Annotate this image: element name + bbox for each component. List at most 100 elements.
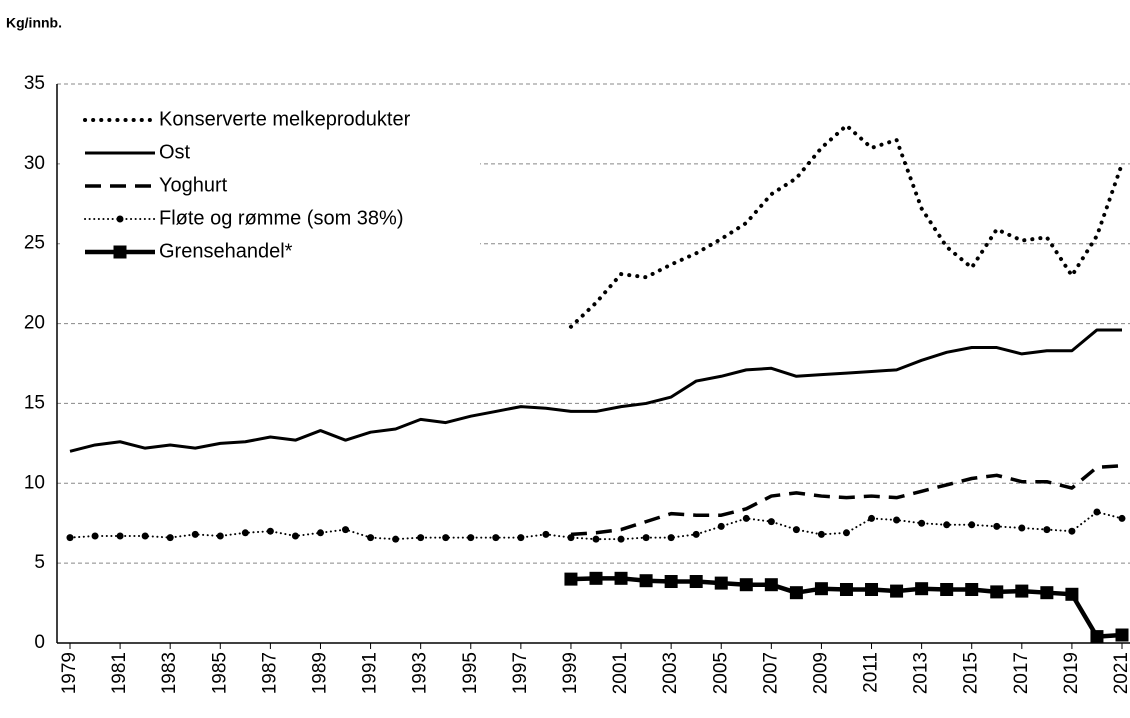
marker — [639, 574, 653, 588]
marker — [316, 529, 324, 537]
marker — [792, 526, 800, 534]
legend-label: Yoghurt — [159, 174, 228, 196]
marker — [839, 582, 853, 596]
marker — [890, 584, 904, 598]
marker — [667, 534, 675, 542]
marker — [689, 575, 703, 589]
marker — [1115, 628, 1129, 642]
marker — [141, 532, 149, 540]
x-tick-label: 1987 — [259, 652, 280, 694]
x-tick-label: 2019 — [1061, 652, 1082, 694]
marker — [965, 582, 979, 596]
marker — [191, 530, 199, 538]
y-tick-label: 15 — [24, 392, 45, 413]
y-tick-label: 0 — [34, 632, 45, 653]
marker — [943, 521, 951, 529]
marker — [342, 526, 350, 534]
x-tick-label: 2013 — [911, 652, 932, 694]
marker — [817, 530, 825, 538]
marker — [1018, 524, 1026, 532]
x-tick-label: 1991 — [360, 652, 381, 694]
marker — [717, 522, 725, 530]
marker — [918, 519, 926, 527]
x-tick-label: 1983 — [159, 652, 180, 694]
legend-item: Konserverte melkeprodukter — [83, 108, 411, 130]
marker — [714, 576, 728, 590]
x-tick-label: 2021 — [1111, 652, 1130, 694]
legend-label: Fløte og rømme (som 38%) — [159, 207, 403, 229]
marker — [642, 534, 650, 542]
marker — [564, 572, 578, 586]
legend-label: Ost — [159, 141, 191, 163]
marker — [291, 532, 299, 540]
legend-item: Yoghurt — [85, 174, 228, 196]
x-tick-label: 2003 — [660, 652, 681, 694]
x-tick-label: 1999 — [560, 652, 581, 694]
marker — [993, 522, 1001, 530]
x-tick-label: 1995 — [460, 652, 481, 694]
x-tick-label: 2015 — [961, 652, 982, 694]
y-tick-label: 35 — [24, 73, 45, 94]
marker — [166, 534, 174, 542]
legend-box — [60, 100, 480, 270]
x-tick-label: 1989 — [309, 652, 330, 694]
marker — [66, 534, 74, 542]
legend-item: Grensehandel* — [85, 240, 293, 262]
marker — [767, 518, 775, 526]
marker — [1065, 587, 1079, 601]
marker — [865, 582, 879, 596]
x-tick-label: 2011 — [861, 652, 882, 693]
marker — [442, 534, 450, 542]
marker — [567, 534, 575, 542]
marker — [814, 582, 828, 596]
marker — [617, 535, 625, 543]
x-tick-label: 1981 — [109, 652, 130, 694]
marker — [692, 530, 700, 538]
x-tick-label: 1979 — [59, 652, 80, 694]
series-line — [69, 328, 1122, 453]
marker — [1118, 514, 1126, 522]
x-tick-label: 1985 — [209, 652, 230, 694]
marker — [542, 530, 550, 538]
marker — [241, 529, 249, 537]
marker — [589, 571, 603, 585]
marker — [113, 245, 127, 259]
marker — [664, 575, 678, 589]
x-tick-label: 1993 — [410, 652, 431, 694]
marker — [91, 532, 99, 540]
marker — [739, 578, 753, 592]
x-tick-label: 2001 — [610, 652, 631, 694]
marker — [893, 516, 901, 524]
y-tick-label: 30 — [24, 153, 45, 174]
marker — [367, 534, 375, 542]
marker — [868, 514, 876, 522]
y-axis-label: Kg/innb. — [6, 15, 62, 31]
x-tick-label: 2005 — [710, 652, 731, 694]
marker — [392, 535, 400, 543]
x-tick-label: 2017 — [1011, 652, 1032, 694]
marker — [968, 521, 976, 529]
marker — [266, 527, 274, 535]
marker — [116, 215, 124, 223]
y-tick-label: 10 — [24, 472, 45, 493]
marker — [789, 586, 803, 600]
series-line — [69, 511, 1123, 541]
marker — [742, 514, 750, 522]
marker — [492, 534, 500, 542]
x-tick-label: 2007 — [760, 652, 781, 694]
marker — [915, 582, 929, 596]
marker — [1040, 586, 1054, 600]
marker — [467, 534, 475, 542]
legend-item: Fløte og rømme (som 38%) — [84, 207, 403, 229]
marker — [1093, 508, 1101, 516]
x-tick-label: 1997 — [510, 652, 531, 694]
marker — [940, 582, 954, 596]
marker — [764, 578, 778, 592]
marker — [1090, 630, 1104, 644]
marker — [417, 534, 425, 542]
y-tick-label: 20 — [24, 313, 45, 334]
marker — [1015, 584, 1029, 598]
marker — [842, 529, 850, 537]
